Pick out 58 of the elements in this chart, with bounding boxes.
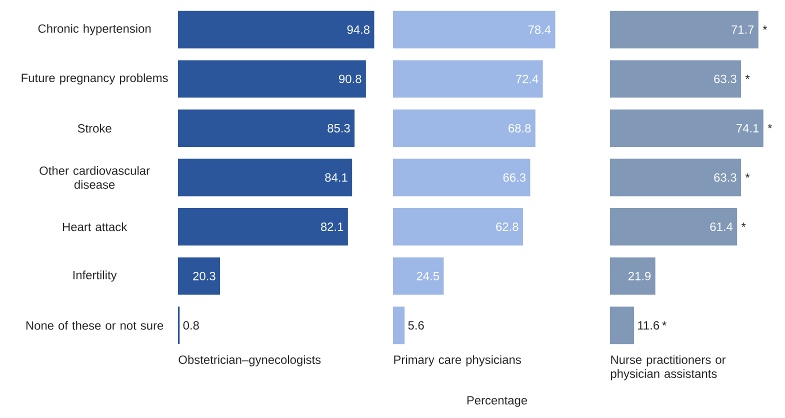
data-label: 5.6 xyxy=(408,321,424,330)
y-tick-label: Future pregnancy problems xyxy=(22,73,168,85)
data-label: 94.8 xyxy=(347,25,370,34)
y-tick-label: Infertility xyxy=(73,270,117,282)
data-label: 84.1 xyxy=(325,173,348,182)
data-label: 21.9 xyxy=(628,272,651,280)
bar xyxy=(393,158,530,196)
data-label: 63.3 xyxy=(714,173,736,182)
data-label: 20.3 xyxy=(193,272,216,280)
annotation: * xyxy=(741,222,746,227)
text: Nurse practitioners or physician assistants xyxy=(610,355,726,380)
data-label: 90.8 xyxy=(339,74,362,84)
data-label: 63.3 xyxy=(714,74,736,84)
bar xyxy=(393,109,536,147)
annotation: * xyxy=(768,124,772,128)
annotation: * xyxy=(762,26,768,30)
annotation: * xyxy=(745,173,750,178)
bar xyxy=(610,257,656,295)
data-label: 72.4 xyxy=(516,74,538,84)
data-label: 82.1 xyxy=(321,222,344,232)
data-label: 74.1 xyxy=(736,124,759,132)
x-axis-title: Percentage xyxy=(467,396,528,407)
bar xyxy=(178,158,352,196)
bar xyxy=(610,208,738,246)
bar xyxy=(178,257,220,295)
bar xyxy=(393,60,543,98)
bar xyxy=(178,109,355,147)
bar xyxy=(178,60,366,98)
y-tick-label: Chronic hypertension xyxy=(38,24,151,36)
bar xyxy=(393,10,556,48)
data-label: 24.5 xyxy=(416,272,440,280)
y-tick-label: Other cardiovascular disease xyxy=(40,166,150,189)
bar xyxy=(393,208,523,246)
bar xyxy=(178,208,348,246)
bar xyxy=(610,109,764,147)
data-label: 0.8 xyxy=(183,321,199,330)
data-label: 68.8 xyxy=(508,124,531,132)
data-label: 78.4 xyxy=(528,25,551,34)
annotation: * xyxy=(662,321,666,326)
bar xyxy=(610,158,742,196)
data-label: 11.6 xyxy=(638,321,660,330)
y-tick-label: Heart attack xyxy=(62,222,128,232)
annotation: * xyxy=(745,74,750,80)
text: Obstetrician–gynecologists xyxy=(178,355,321,366)
data-label: 62.8 xyxy=(496,222,518,232)
bar xyxy=(393,306,405,344)
bar xyxy=(393,257,444,295)
text: Primary care physicians xyxy=(394,355,521,366)
data-label: 85.3 xyxy=(328,124,350,132)
y-tick-label: Stroke xyxy=(78,124,112,133)
data-label: 61.4 xyxy=(710,222,733,232)
data-label: 66.3 xyxy=(503,173,526,182)
data-label: 71.7 xyxy=(732,26,754,34)
bar xyxy=(610,306,634,344)
bar xyxy=(178,10,374,48)
bar xyxy=(610,60,742,98)
bar xyxy=(610,10,758,48)
y-tick-label: None of these or not sure xyxy=(26,320,164,330)
